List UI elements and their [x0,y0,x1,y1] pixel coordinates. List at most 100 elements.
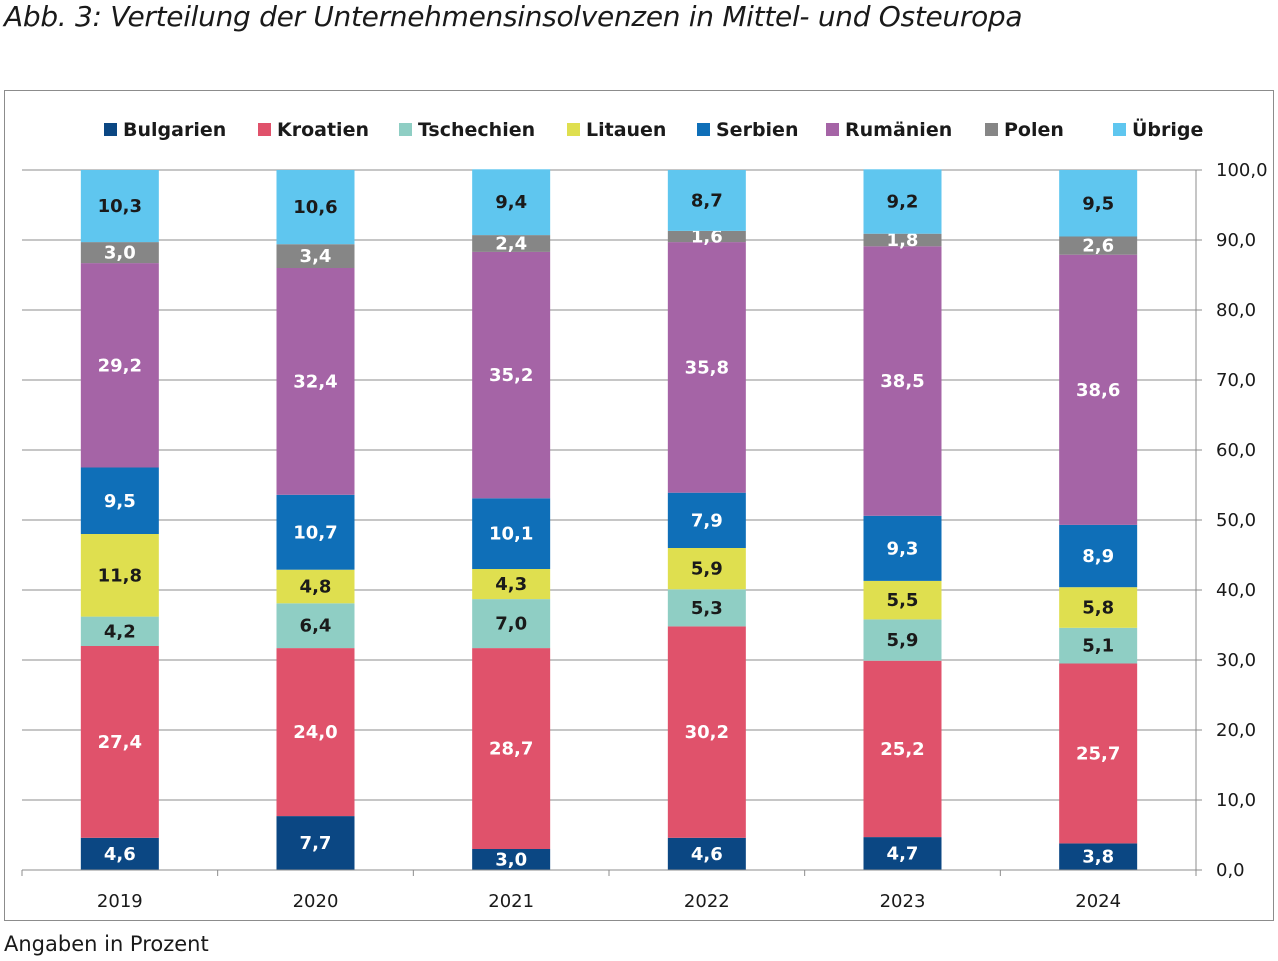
y-tick-label: 70,0 [1216,370,1256,391]
bar-segment-litauen [667,548,746,590]
data-label: 9,5 [104,491,136,512]
bar-segment-serbien [667,492,746,548]
bar-segment-übrige [667,170,746,231]
data-label: 10,3 [98,196,142,217]
x-tick-label: 2020 [293,891,339,912]
data-label: 28,7 [489,739,533,760]
bar-segment-bulgarien [80,837,159,870]
bar-segment-polen [80,242,159,264]
y-tick-label: 100,0 [1216,160,1268,181]
data-label: 9,4 [495,192,527,213]
y-tick-label: 10,0 [1216,790,1256,811]
data-label: 3,4 [300,246,332,267]
legend-swatch [826,123,839,136]
y-tick-label: 90,0 [1216,230,1256,251]
bar-segment-litauen [863,580,942,620]
bar-segment-kroatien [472,648,551,849]
data-label: 5,9 [691,559,723,580]
data-label: 1,6 [691,227,723,248]
bar-segment-serbien [863,515,942,581]
bar-segment-bulgarien [472,849,551,870]
data-label: 2,4 [495,234,527,255]
data-label: 35,2 [489,365,533,386]
bar-segment-bulgarien [276,816,355,870]
bar-segment-serbien [472,498,551,569]
bar-segment-übrige [1059,170,1138,237]
data-label: 5,1 [1082,636,1114,657]
gridlines [22,169,1196,871]
y-tick-label: 20,0 [1216,720,1256,741]
legend-label: Kroatien [277,119,369,141]
axes: 0,0 10,0 20,0 30,0 40,0 50,0 60,0 70,0 80,0 90,0 1… [21,160,1268,912]
bar-segment-tschechien [863,619,942,661]
bar-segment-tschechien [80,616,159,646]
legend-label: Rumänien [845,119,952,141]
data-label: 8,9 [1082,546,1114,567]
data-label: 24,0 [293,722,337,743]
bar-segment-rumänien [472,251,551,499]
bar-segment-rumänien [80,263,159,468]
x-tick-label: 2022 [684,891,730,912]
bar-segment-litauen [472,569,551,600]
legend: Bulgarien Kroatien Tschechien Litauen Serbie… [104,117,1203,141]
data-label: 32,4 [293,371,337,392]
bar-segment-rumänien [667,242,746,493]
bar-segment-bulgarien [863,837,942,870]
bar-segment-polen [472,235,551,252]
data-label: 10,6 [293,197,337,218]
x-tick-label: 2023 [880,891,926,912]
data-label: 5,3 [691,598,723,619]
data-label: 4,3 [495,574,527,595]
data-label: 7,0 [495,614,527,635]
legend-label: Polen [1004,119,1064,141]
data-label: 1,8 [887,230,919,251]
data-label: 30,2 [685,722,729,743]
data-label: 8,7 [691,190,723,211]
data-label: 5,9 [887,630,919,651]
data-label: 6,4 [300,616,332,637]
x-tick-label: 2024 [1075,891,1121,912]
footnote: Angaben in Prozent [4,932,209,956]
bar-segment-litauen [80,534,159,617]
data-label: 7,9 [691,510,723,531]
data-label: 4,6 [691,844,723,865]
bar-segment-serbien [276,494,355,570]
bar-segment-bulgarien [667,837,746,870]
y-tick-label: 50,0 [1216,510,1256,531]
bar-segment-übrige [80,170,159,243]
legend-swatch [104,123,117,136]
bar-segment-rumänien [863,246,942,516]
x-tick-label: 2021 [488,891,534,912]
y-tick-label: 0,0 [1216,860,1245,881]
legend-label: Bulgarien [123,119,226,141]
y-tick-label: 60,0 [1216,440,1256,461]
data-label: 2,6 [1082,236,1114,257]
y-tick-label: 80,0 [1216,300,1256,321]
data-label: 29,2 [98,355,142,376]
data-label: 3,0 [104,243,136,264]
data-label: 27,4 [98,732,142,753]
bar-segment-litauen [1059,587,1138,628]
chart-title: Abb. 3: Verteilung der Unternehmensinsol… [4,0,1023,33]
bar-segment-tschechien [667,589,746,627]
legend-swatch [985,123,998,136]
bar-segment-kroatien [276,648,355,817]
legend-label: Übrige [1132,117,1203,141]
data-label: 25,2 [880,739,924,760]
bar-segment-serbien [1059,524,1138,588]
data-label: 7,7 [300,833,332,854]
data-label: 11,8 [98,565,142,586]
legend-label: Litauen [586,119,666,141]
y-tick-label: 40,0 [1216,580,1256,601]
data-label: 4,2 [104,621,136,642]
data-label: 9,2 [887,192,919,213]
legend-swatch [1113,123,1126,136]
data-label: 25,7 [1076,743,1120,764]
data-label: 9,5 [1082,193,1114,214]
bar-segment-rumänien [1059,254,1138,525]
data-label: 10,1 [489,524,533,545]
bar-segment-kroatien [1059,663,1138,844]
bar-segment-polen [863,233,942,247]
bar-segment-kroatien [863,660,942,838]
bar-segment-übrige [863,169,942,234]
